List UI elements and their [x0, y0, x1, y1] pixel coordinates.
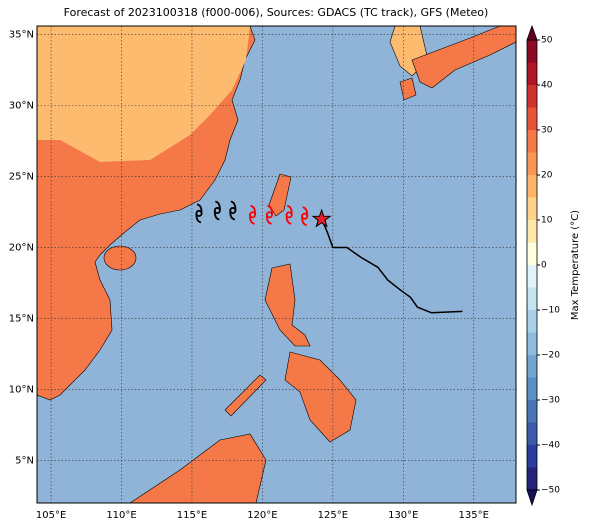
x-tick-label: 130°E — [388, 510, 418, 521]
colorbar-bin — [527, 332, 537, 355]
colorbar-bin — [527, 242, 537, 265]
colorbar-bin — [527, 467, 537, 490]
colorbar-over — [526, 24, 538, 41]
x-tick-label: 110°E — [106, 510, 136, 521]
colorbar-bin — [527, 175, 537, 198]
y-tick-label: 15°N — [9, 313, 34, 324]
storm-symbol — [301, 206, 309, 227]
track-line — [320, 218, 463, 314]
storm-arm — [285, 204, 293, 225]
hainan — [103, 245, 137, 271]
colorbar-tick-label: −30 — [541, 396, 560, 406]
colorbar-bin — [527, 445, 537, 468]
map-frame — [36, 25, 517, 504]
colorbar-bin — [527, 265, 537, 288]
x-tick-label: 115°E — [177, 510, 207, 521]
y-tick-label: 35°N — [9, 30, 34, 41]
colorbar-tick-label: 40 — [541, 81, 553, 91]
japan — [411, 26, 516, 89]
colorbar-bin — [527, 377, 537, 400]
colorbar-tick-label: 30 — [541, 126, 553, 136]
storm-arm — [229, 200, 237, 221]
storm-symbol — [265, 204, 273, 225]
palawan — [224, 374, 267, 417]
colorbar-bin — [527, 422, 537, 445]
colorbar-tick-label: 10 — [541, 216, 553, 226]
storm-symbol — [229, 200, 237, 221]
colorbar-bin — [527, 355, 537, 378]
x-tick-label: 120°E — [247, 510, 277, 521]
current-position-star — [311, 208, 332, 228]
colorbar-tick-label: −20 — [541, 351, 560, 361]
storm-symbol — [213, 200, 221, 221]
storm-arm — [249, 204, 256, 225]
storm-arm — [213, 200, 221, 221]
borneo — [129, 433, 267, 503]
tc-track — [195, 200, 463, 314]
kyushu — [399, 77, 417, 101]
colorbar-bin — [527, 130, 537, 153]
colorbar-bin — [527, 152, 537, 175]
y-tick-label: 30°N — [9, 101, 34, 112]
colorbar-tick-label: −40 — [541, 441, 560, 451]
graticule — [37, 26, 516, 503]
colorbar-bin — [527, 40, 537, 63]
storm-arm — [301, 206, 309, 227]
storm-symbol — [195, 203, 203, 224]
colorbar-tick-label: 0 — [541, 261, 547, 271]
colorbar-bin — [527, 220, 537, 243]
x-tick-label: 135°E — [459, 510, 489, 521]
x-tick-label: 125°E — [318, 510, 348, 521]
colorbar-tick-label: −50 — [541, 486, 560, 496]
colorbar-tick-label: −10 — [541, 306, 560, 316]
colorbar-tick-label: 20 — [541, 171, 553, 181]
luzon — [264, 263, 311, 347]
y-tick-label: 20°N — [9, 242, 34, 253]
colorbar-bin — [527, 287, 537, 310]
colorbar-under — [526, 489, 538, 507]
x-tick-label: 105°E — [36, 510, 66, 521]
cooler-land — [37, 26, 250, 162]
colorbar-bin — [527, 310, 537, 333]
colorbar-bin — [527, 197, 537, 220]
storm-symbol — [249, 204, 257, 225]
y-tick-label: 5°N — [15, 455, 34, 466]
land-layer — [37, 26, 516, 503]
storm-arm — [195, 203, 203, 224]
storm-arm — [266, 204, 273, 225]
visayas-mindanao — [284, 351, 357, 443]
colorbar-bin — [527, 62, 537, 85]
colorbar — [526, 24, 540, 507]
map-title: Forecast of 2023100318 (f000-006), Sourc… — [64, 6, 489, 19]
y-tick-label: 25°N — [9, 171, 34, 182]
colorbar-label: Max Temperature (°C) — [570, 210, 581, 320]
colorbar-bin — [527, 107, 537, 130]
colorbar-bin — [527, 400, 537, 423]
colorbar-tick-label: 50 — [541, 36, 553, 46]
colorbar-bin — [527, 85, 537, 108]
storm-symbol — [285, 204, 293, 225]
y-tick-label: 10°N — [9, 384, 34, 395]
